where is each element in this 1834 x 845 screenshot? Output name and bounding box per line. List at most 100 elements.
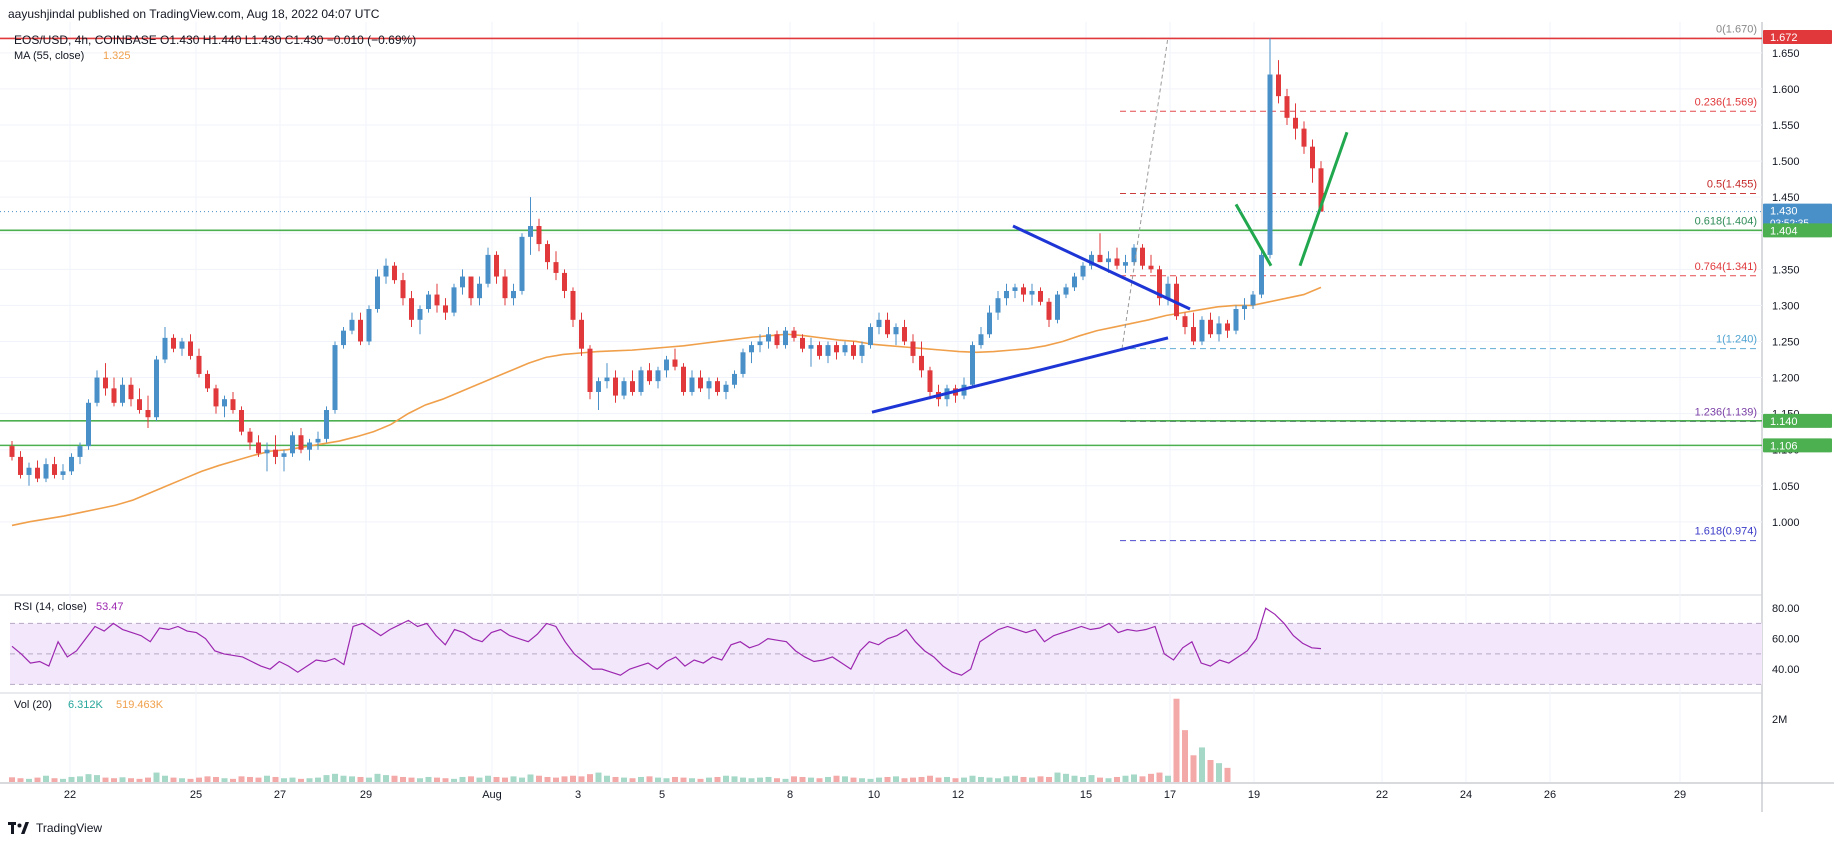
candle-body xyxy=(570,290,576,320)
volume-bar xyxy=(1139,776,1146,782)
candle-body xyxy=(307,442,312,450)
candle-body xyxy=(655,370,661,382)
volume-bar xyxy=(332,773,338,782)
candle-body xyxy=(893,327,899,335)
candle-body xyxy=(723,384,729,392)
candle xyxy=(570,287,576,328)
candle xyxy=(468,276,474,306)
publisher-header: aayushjindal published on TradingView.co… xyxy=(8,7,380,21)
candle xyxy=(69,453,74,475)
candle-body xyxy=(1063,287,1069,295)
candle xyxy=(324,406,329,443)
price-tick-label: 1.650 xyxy=(1772,48,1800,60)
volume-bar xyxy=(442,778,449,782)
candle xyxy=(774,330,780,349)
volume-bar xyxy=(1165,775,1171,782)
volume-bar xyxy=(850,777,857,782)
time-tick-label: 29 xyxy=(360,789,372,801)
candle-body xyxy=(927,370,933,392)
volume-bar xyxy=(26,778,32,782)
candle-body xyxy=(970,345,975,385)
candle-body xyxy=(817,345,822,356)
volume-bar xyxy=(706,777,712,782)
volume-bar xyxy=(94,775,100,782)
volume-bar xyxy=(842,776,848,782)
candle-body xyxy=(766,334,771,342)
candle-body xyxy=(179,341,185,349)
candle-body xyxy=(502,276,508,299)
candle-body xyxy=(298,435,304,450)
time-tick-label: 29 xyxy=(1674,789,1686,801)
candle-body xyxy=(757,341,763,346)
volume-legend-value-ma: 519.463K xyxy=(116,699,164,711)
rsi-pane: 80.00 60.00 40.00 RSI (14, close) 53.47 xyxy=(10,601,1800,685)
candle xyxy=(1250,290,1256,309)
candle xyxy=(1148,254,1154,273)
candle-body xyxy=(9,446,15,457)
volume-bar xyxy=(910,777,916,782)
candle xyxy=(579,312,584,356)
candle-body xyxy=(859,345,865,356)
candle-body xyxy=(400,280,406,299)
candle xyxy=(808,337,814,367)
candle-body xyxy=(60,471,66,475)
volume-bar xyxy=(247,776,253,782)
candle-body xyxy=(910,341,916,356)
price-badge-label: 1.672 xyxy=(1770,32,1798,44)
volume-bar xyxy=(323,775,330,782)
candle-body xyxy=(613,377,618,396)
volume-bar xyxy=(663,778,670,782)
time-tick-label: 17 xyxy=(1164,789,1176,801)
volume-bar xyxy=(587,774,593,782)
price-chart[interactable]: 1.0001.0501.1001.1501.2001.2501.3001.350… xyxy=(0,22,1834,812)
candle-body xyxy=(1233,309,1239,331)
symbol-label: EOS/USD, 4h, COINBASE xyxy=(14,33,157,47)
candle xyxy=(647,363,652,385)
candle xyxy=(604,363,610,389)
candle xyxy=(1182,312,1188,335)
candle-body xyxy=(1225,323,1230,331)
volume-bar xyxy=(680,777,687,782)
volume-bar xyxy=(204,776,211,782)
candle xyxy=(332,341,338,414)
candle xyxy=(910,334,916,364)
candle xyxy=(562,269,567,299)
candle xyxy=(851,341,856,360)
candle xyxy=(621,377,627,400)
candle-body xyxy=(1123,262,1128,266)
time-tick-label: 15 xyxy=(1080,789,1092,801)
candle xyxy=(1165,276,1171,306)
volume-bar xyxy=(561,776,568,782)
candle-body xyxy=(1250,294,1256,306)
candle xyxy=(655,366,661,389)
volume-bar xyxy=(536,775,542,782)
candle-body xyxy=(919,355,924,371)
candle xyxy=(791,327,797,342)
candle-body xyxy=(562,272,567,291)
candle-body xyxy=(995,298,1001,313)
candle xyxy=(494,251,499,284)
candle xyxy=(154,355,159,421)
candle-body xyxy=(443,305,448,313)
volume-bar xyxy=(85,774,92,782)
volume-bar xyxy=(884,776,891,782)
candle xyxy=(715,377,720,396)
volume-bar xyxy=(417,778,423,782)
volume-bar xyxy=(748,778,755,782)
candle-body xyxy=(1106,258,1111,263)
candle xyxy=(162,327,168,364)
candle xyxy=(1284,88,1290,126)
candle-body xyxy=(1089,254,1094,266)
tradingview-logo[interactable]: TradingView xyxy=(8,814,102,842)
volume-bar xyxy=(740,777,746,782)
volume-bar xyxy=(170,777,177,782)
candle-body xyxy=(851,345,856,356)
candle-body xyxy=(392,265,397,281)
price-badge xyxy=(1763,203,1832,230)
candle-body xyxy=(1208,319,1213,335)
candle-body xyxy=(256,442,261,454)
candle xyxy=(1233,305,1239,335)
volume-bar xyxy=(459,776,466,782)
candle xyxy=(502,269,508,306)
candle-body xyxy=(604,377,610,382)
